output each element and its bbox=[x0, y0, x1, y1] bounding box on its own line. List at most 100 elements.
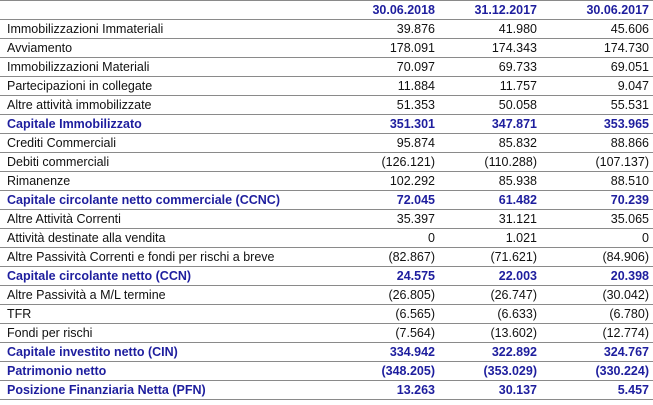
table-row: Altre Passività Correnti e fondi per ris… bbox=[0, 247, 653, 267]
row-label: Altre Passività a M/L termine bbox=[7, 288, 166, 302]
row-label: Altre Attività Correnti bbox=[7, 212, 121, 226]
row-label: Capitale circolante netto commerciale (C… bbox=[7, 193, 280, 207]
table-row: Posizione Finanziaria Netta (PFN) 13.263… bbox=[0, 380, 653, 400]
cell-value-3: 5.457 bbox=[617, 383, 649, 397]
column-header-date-3: 30.06.2017 bbox=[586, 3, 649, 17]
row-label: Partecipazioni in collegate bbox=[7, 79, 153, 93]
cell-value-1: (82.867) bbox=[388, 250, 435, 264]
row-label: Immobilizzazioni Immateriali bbox=[7, 22, 164, 36]
cell-value-3: 45.606 bbox=[610, 22, 649, 36]
cell-value-3: 88.866 bbox=[610, 136, 649, 150]
cell-value-3: 70.239 bbox=[610, 193, 649, 207]
cell-value-2: 31.121 bbox=[498, 212, 537, 226]
cell-value-1: (6.565) bbox=[395, 307, 435, 321]
cell-value-2: (71.621) bbox=[490, 250, 537, 264]
row-label: Altre Passività Correnti e fondi per ris… bbox=[7, 250, 275, 264]
row-label: Altre attività immobilizzate bbox=[7, 98, 152, 112]
cell-value-3: 55.531 bbox=[610, 98, 649, 112]
cell-value-1: (348.205) bbox=[381, 364, 435, 378]
row-label: Patrimonio netto bbox=[7, 364, 107, 378]
cell-value-3: (30.042) bbox=[602, 288, 649, 302]
cell-value-2: (13.602) bbox=[490, 326, 537, 340]
cell-value-3: (84.906) bbox=[602, 250, 649, 264]
cell-value-3: 324.767 bbox=[603, 345, 649, 359]
cell-value-1: (7.564) bbox=[395, 326, 435, 340]
cell-value-1: 11.884 bbox=[397, 79, 435, 93]
row-label: Attività destinate alla vendita bbox=[7, 231, 166, 245]
cell-value-3: 20.398 bbox=[610, 269, 649, 283]
row-label: TFR bbox=[7, 307, 32, 321]
column-header-date-2: 31.12.2017 bbox=[474, 3, 537, 17]
table-row: Altre attività immobilizzate 51.353 50.0… bbox=[0, 95, 653, 115]
row-label: Rimanenze bbox=[7, 174, 71, 188]
cell-value-2: 11.757 bbox=[499, 79, 537, 93]
row-label: Crediti Commerciali bbox=[7, 136, 117, 150]
table-header-row: 30.06.2018 31.12.2017 30.06.2017 bbox=[0, 0, 653, 20]
header-empty-cell bbox=[0, 1, 339, 20]
table-row: Altre Attività Correnti 35.397 31.121 35… bbox=[0, 209, 653, 229]
table-row: Capitale Immobilizzato 351.301 347.871 3… bbox=[0, 114, 653, 134]
table-row: Fondi per rischi (7.564) (13.602) (12.77… bbox=[0, 323, 653, 343]
table-row: Crediti Commerciali 95.874 85.832 88.866 bbox=[0, 133, 653, 153]
table-row: TFR (6.565) (6.633) (6.780) bbox=[0, 304, 653, 324]
cell-value-1: 102.292 bbox=[389, 174, 435, 188]
row-label: Capitale circolante netto (CCN) bbox=[7, 269, 192, 283]
cell-value-2: 1.021 bbox=[505, 231, 537, 245]
cell-value-1: 13.263 bbox=[396, 383, 435, 397]
table-row: Partecipazioni in collegate 11.884 11.75… bbox=[0, 76, 653, 96]
table-row: Patrimonio netto (348.205) (353.029) (33… bbox=[0, 361, 653, 381]
cell-value-1: 35.397 bbox=[396, 212, 435, 226]
cell-value-2: (26.747) bbox=[490, 288, 537, 302]
table-row: Avviamento 178.091 174.343 174.730 bbox=[0, 38, 653, 58]
table-row: Attività destinate alla vendita 0 1.021 … bbox=[0, 228, 653, 248]
cell-value-1: 334.942 bbox=[389, 345, 435, 359]
cell-value-1: 51.353 bbox=[396, 98, 435, 112]
column-header-date-1: 30.06.2018 bbox=[372, 3, 435, 17]
cell-value-2: (110.288) bbox=[484, 155, 537, 169]
table-row: Altre Passività a M/L termine (26.805) (… bbox=[0, 285, 653, 305]
row-label: Avviamento bbox=[7, 41, 73, 55]
cell-value-1: 72.045 bbox=[396, 193, 435, 207]
cell-value-1: 24.575 bbox=[396, 269, 435, 283]
cell-value-2: 61.482 bbox=[498, 193, 537, 207]
table-row: Immobilizzazioni Materiali 70.097 69.733… bbox=[0, 57, 653, 77]
cell-value-3: 9.047 bbox=[617, 79, 649, 93]
row-label: Capitale investito netto (CIN) bbox=[7, 345, 178, 359]
row-label: Posizione Finanziaria Netta (PFN) bbox=[7, 383, 206, 397]
cell-value-2: 22.003 bbox=[498, 269, 537, 283]
cell-value-3: 88.510 bbox=[610, 174, 649, 188]
cell-value-2: 50.058 bbox=[498, 98, 537, 112]
cell-value-2: 347.871 bbox=[491, 117, 537, 131]
table-row: Immobilizzazioni Immateriali 39.876 41.9… bbox=[0, 19, 653, 39]
cell-value-3: (12.774) bbox=[602, 326, 649, 340]
row-label: Capitale Immobilizzato bbox=[7, 117, 142, 131]
cell-value-2: 30.137 bbox=[498, 383, 537, 397]
cell-value-3: 69.051 bbox=[610, 60, 649, 74]
cell-value-3: (330.224) bbox=[595, 364, 649, 378]
cell-value-1: (126.121) bbox=[381, 155, 435, 169]
cell-value-3: 353.965 bbox=[603, 117, 649, 131]
cell-value-1: 95.874 bbox=[396, 136, 435, 150]
cell-value-2: (6.633) bbox=[497, 307, 537, 321]
cell-value-1: 70.097 bbox=[396, 60, 435, 74]
cell-value-2: (353.029) bbox=[483, 364, 537, 378]
cell-value-3: (107.137) bbox=[595, 155, 649, 169]
cell-value-1: 351.301 bbox=[389, 117, 435, 131]
cell-value-3: (6.780) bbox=[609, 307, 649, 321]
table-row: Capitale investito netto (CIN) 334.942 3… bbox=[0, 342, 653, 362]
cell-value-3: 0 bbox=[642, 231, 649, 245]
table-body: Immobilizzazioni Immateriali 39.876 41.9… bbox=[0, 19, 653, 400]
cell-value-2: 41.980 bbox=[498, 22, 537, 36]
table-row: Capitale circolante netto commerciale (C… bbox=[0, 190, 653, 210]
table-row: Rimanenze 102.292 85.938 88.510 bbox=[0, 171, 653, 191]
cell-value-1: 39.876 bbox=[396, 22, 435, 36]
cell-value-2: 85.938 bbox=[498, 174, 537, 188]
cell-value-2: 85.832 bbox=[498, 136, 537, 150]
cell-value-1: 178.091 bbox=[389, 41, 435, 55]
row-label: Debiti commerciali bbox=[7, 155, 110, 169]
row-label: Fondi per rischi bbox=[7, 326, 93, 340]
cell-value-3: 35.065 bbox=[610, 212, 649, 226]
table-row: Capitale circolante netto (CCN) 24.575 2… bbox=[0, 266, 653, 286]
cell-value-2: 322.892 bbox=[491, 345, 537, 359]
